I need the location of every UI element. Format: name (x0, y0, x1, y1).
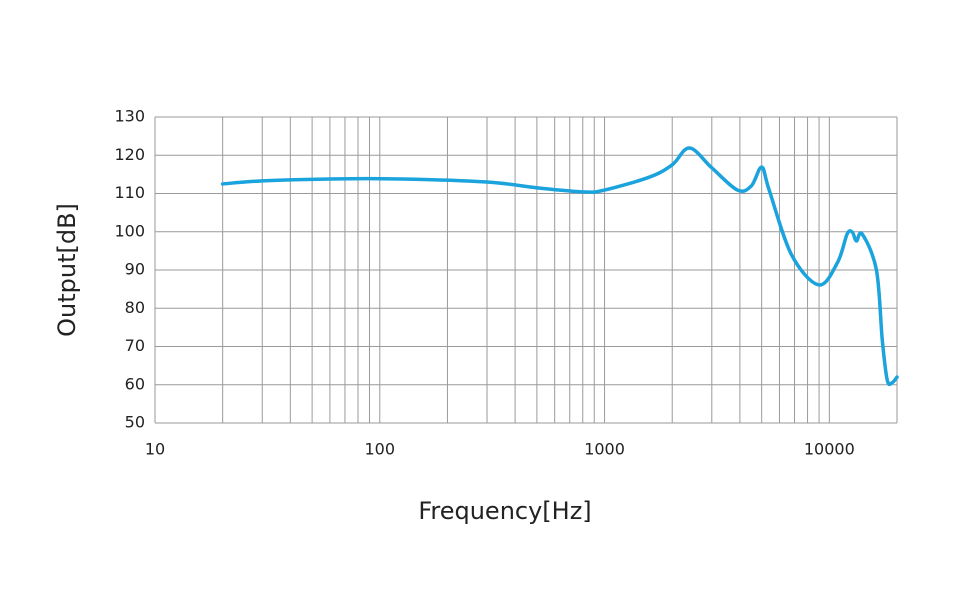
y-tick-label: 90 (125, 260, 145, 279)
y-tick-label: 100 (114, 221, 145, 240)
x-axis-title: Frequency[Hz] (418, 497, 591, 525)
y-tick-label: 60 (125, 374, 145, 393)
x-tick-label: 100 (365, 440, 396, 459)
y-tick-label: 50 (125, 413, 145, 432)
y-tick-label: 110 (114, 183, 145, 202)
y-axis-title: Output[dB] (53, 203, 81, 337)
y-tick-label: 80 (125, 298, 145, 317)
x-tick-label: 1000 (584, 440, 625, 459)
y-tick-label: 70 (125, 336, 145, 355)
x-tick-label: 10000 (804, 440, 855, 459)
response-curve (220, 146, 899, 387)
y-tick-label: 120 (114, 145, 145, 164)
y-tick-label: 130 (114, 107, 145, 126)
x-tick-label: 10 (145, 440, 165, 459)
